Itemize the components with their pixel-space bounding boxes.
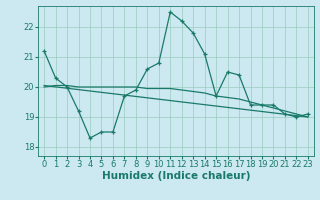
X-axis label: Humidex (Indice chaleur): Humidex (Indice chaleur)	[102, 171, 250, 181]
